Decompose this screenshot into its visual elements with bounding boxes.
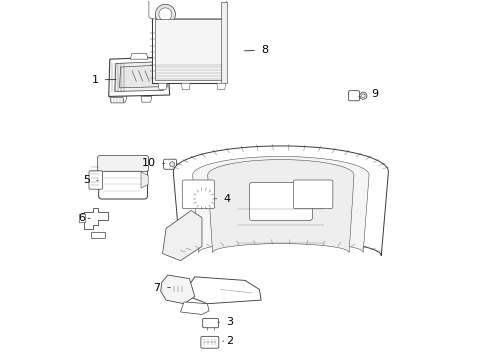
Polygon shape bbox=[221, 3, 227, 83]
FancyBboxPatch shape bbox=[182, 180, 215, 209]
Polygon shape bbox=[91, 232, 105, 238]
FancyBboxPatch shape bbox=[201, 336, 219, 348]
Text: 9: 9 bbox=[364, 89, 378, 99]
Text: 7: 7 bbox=[153, 283, 171, 293]
FancyBboxPatch shape bbox=[349, 91, 359, 101]
Circle shape bbox=[362, 94, 365, 98]
Polygon shape bbox=[208, 159, 354, 252]
Polygon shape bbox=[163, 211, 202, 261]
Text: 10: 10 bbox=[142, 158, 165, 168]
FancyBboxPatch shape bbox=[89, 171, 102, 189]
Text: 4: 4 bbox=[216, 194, 231, 204]
FancyBboxPatch shape bbox=[149, 0, 226, 19]
Polygon shape bbox=[193, 157, 369, 252]
Polygon shape bbox=[130, 53, 148, 59]
FancyBboxPatch shape bbox=[98, 156, 148, 171]
Text: 3: 3 bbox=[218, 317, 233, 327]
Polygon shape bbox=[116, 96, 126, 102]
Polygon shape bbox=[152, 3, 223, 83]
Polygon shape bbox=[161, 65, 168, 89]
FancyBboxPatch shape bbox=[249, 183, 313, 221]
Text: 6: 6 bbox=[78, 213, 90, 223]
Circle shape bbox=[360, 92, 367, 99]
Polygon shape bbox=[115, 62, 164, 91]
Polygon shape bbox=[155, 19, 222, 81]
FancyBboxPatch shape bbox=[164, 159, 176, 169]
Polygon shape bbox=[180, 302, 209, 315]
Polygon shape bbox=[158, 83, 167, 90]
Polygon shape bbox=[109, 57, 170, 96]
FancyBboxPatch shape bbox=[170, 283, 185, 294]
Polygon shape bbox=[120, 65, 159, 88]
Polygon shape bbox=[84, 208, 108, 229]
Circle shape bbox=[203, 198, 205, 200]
Circle shape bbox=[192, 187, 215, 210]
Circle shape bbox=[196, 191, 212, 207]
Polygon shape bbox=[141, 96, 152, 102]
Text: 5: 5 bbox=[83, 175, 98, 185]
Circle shape bbox=[155, 4, 175, 24]
Text: 8: 8 bbox=[244, 45, 269, 55]
Polygon shape bbox=[188, 277, 261, 304]
Circle shape bbox=[170, 162, 175, 167]
Circle shape bbox=[159, 8, 172, 21]
FancyBboxPatch shape bbox=[203, 319, 219, 328]
FancyBboxPatch shape bbox=[294, 180, 333, 209]
Polygon shape bbox=[110, 98, 124, 103]
Polygon shape bbox=[181, 83, 190, 90]
Text: 1: 1 bbox=[92, 75, 116, 85]
Polygon shape bbox=[217, 83, 225, 90]
Polygon shape bbox=[141, 172, 148, 188]
Text: 2: 2 bbox=[222, 336, 234, 346]
Circle shape bbox=[199, 194, 208, 203]
FancyBboxPatch shape bbox=[98, 161, 147, 199]
FancyBboxPatch shape bbox=[79, 214, 86, 223]
Polygon shape bbox=[161, 275, 195, 304]
Polygon shape bbox=[173, 146, 389, 256]
